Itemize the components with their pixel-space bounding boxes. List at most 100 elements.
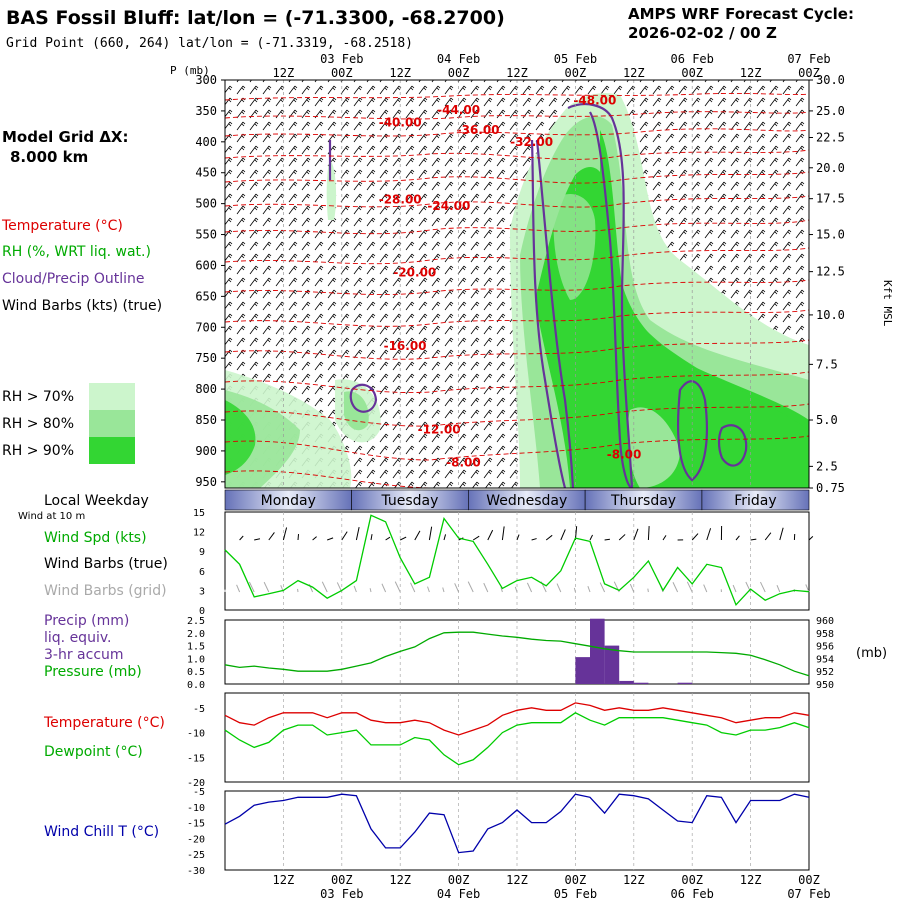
kft-tick-label: 20.0 <box>816 161 845 175</box>
legend-temperature: Temperature (°C) <box>1 218 123 234</box>
p-tick-label: 650 <box>195 289 217 303</box>
temperature-contour-label: -20.00 <box>393 266 436 280</box>
wind-barb-true <box>589 534 593 541</box>
p-tick-label: 400 <box>195 135 217 149</box>
dewpoint-line <box>224 712 810 766</box>
panel-tick-label: -5 <box>193 704 205 715</box>
legend-wind-speed: Wind Spd (kts) <box>44 530 147 546</box>
wind-barb-grid <box>353 585 357 593</box>
pressure-axis: 300 350 400 450 500 550 600 650 700 750 800 850 900 9… <box>195 73 225 489</box>
top-date-label: 05 Feb <box>554 52 597 66</box>
wind-barb-grid <box>427 586 430 593</box>
model-grid-label: Model Grid ΔX: <box>2 128 129 146</box>
kft-tick-label: 30.0 <box>816 73 845 87</box>
temperature-contour-label: -32.00 <box>510 135 553 149</box>
panel-tick-label: 1.5 <box>187 642 205 653</box>
windchill-panel: -5 -10 -15 -20 -25 -30 <box>187 787 810 877</box>
precip-bar <box>590 618 605 684</box>
rh80-swatch <box>89 410 135 437</box>
wind-barb-true <box>560 529 566 541</box>
pressure-tick-label: 958 <box>816 629 834 640</box>
p-tick-label: 550 <box>195 228 217 242</box>
bottom-time-label: 12Z <box>506 873 528 887</box>
kft-tick-label: 22.5 <box>816 130 845 144</box>
pressure-line <box>224 631 810 677</box>
cross-section-panel: -48.00-44.00-40.00-36.00-32.00-28.00 -24.… <box>224 79 810 489</box>
wind-barb-grid <box>776 584 781 593</box>
wind-barb-true <box>501 526 505 541</box>
panel-tick-label: -5 <box>193 787 205 798</box>
panel-tick-label: 3 <box>199 586 205 597</box>
wind-barb-grid <box>672 582 679 593</box>
wind-barb-grid <box>263 581 270 593</box>
weekday-name: Thursday <box>610 493 676 509</box>
weekday-name: Tuesday <box>380 493 438 509</box>
wind-barb-grid <box>686 581 693 593</box>
wind-barb-grid <box>732 584 737 593</box>
wind-barb-true <box>254 538 261 541</box>
bottom-time-label: 12Z <box>389 873 411 887</box>
wind-speed-line <box>224 514 810 607</box>
bottom-date-label: 07 Feb <box>787 887 830 900</box>
pressure-tick-label: 950 <box>816 680 834 691</box>
rh-shading <box>225 93 809 488</box>
panel-tick-label: 9 <box>199 547 205 558</box>
top-date-label: 03 Feb <box>320 52 363 66</box>
top-date-label: 07 Feb <box>787 52 830 66</box>
panel-tick-label: -20 <box>187 778 205 789</box>
temperature-contour-label: -24.00 <box>427 199 470 213</box>
bottom-time-label: 00Z <box>331 873 353 887</box>
wind-barb-true <box>370 534 373 541</box>
bottom-date-label: 04 Feb <box>437 887 480 900</box>
top-time-label: 12Z <box>389 66 411 80</box>
temperature-contour-label: -8.00 <box>607 447 642 461</box>
kft-tick-label: 12.5 <box>816 265 845 279</box>
wind-barb-grid <box>454 583 460 593</box>
wind-barb-true <box>662 535 667 541</box>
bottom-time-label: 12Z <box>623 873 645 887</box>
wind-barb-grid <box>526 582 533 593</box>
wind-barb-grid <box>805 584 810 593</box>
kft-tick-label: 7.5 <box>816 357 838 371</box>
wind-barb-true <box>414 530 421 541</box>
wind-panel: 0 3 6 9 12 15 <box>193 508 814 617</box>
wind-barb-true <box>604 538 610 541</box>
wind-barb-true <box>297 533 300 541</box>
p-tick-label: 600 <box>195 258 217 272</box>
wind-barb-true <box>487 529 494 541</box>
kft-tick-label: 25.0 <box>816 104 845 118</box>
wind-barb-true <box>312 536 317 541</box>
kft-tick-label: 15.0 <box>816 228 845 242</box>
p-tick-label: 450 <box>195 166 217 180</box>
temperature-contour-label: -16.00 <box>384 339 427 353</box>
wind-barb-true <box>355 526 360 541</box>
top-time-label: 12Z <box>506 66 528 80</box>
temperature-contours <box>225 92 809 488</box>
p-tick-label: 950 <box>195 475 217 489</box>
panel-tick-label: -10 <box>187 729 205 740</box>
kft-tick-label: 0.75 <box>816 481 845 495</box>
panel-tick-label: 0 <box>199 606 205 617</box>
weekday-name: Friday <box>734 493 776 509</box>
temperature-panel: -5 -10 -15 -20 <box>187 692 810 789</box>
wind-barb-true <box>618 534 626 541</box>
kft-tick-label: 2.5 <box>816 459 838 473</box>
panel-tick-label: 1.0 <box>187 654 205 665</box>
wind-barb-grid <box>514 586 518 593</box>
wind-barb-grid <box>467 581 474 593</box>
legend-precip-liq: liq. equiv. <box>44 630 111 646</box>
wind-height-label: Wind at 10 m <box>18 511 85 522</box>
legend-windchill: Wind Chill T (°C) <box>44 824 159 840</box>
precip-bar <box>604 645 620 684</box>
weekday-name: Wednesday <box>486 493 567 509</box>
temperature-contour-label: -12.00 <box>418 423 461 437</box>
wind-barb-grid <box>629 583 635 593</box>
wind-barb-grid <box>587 586 591 593</box>
wind-barb-true <box>472 535 480 541</box>
temperature-contour-label: -8.00 <box>446 455 481 469</box>
wind-barb-true <box>341 531 348 541</box>
wind-barb-grid <box>573 587 576 593</box>
